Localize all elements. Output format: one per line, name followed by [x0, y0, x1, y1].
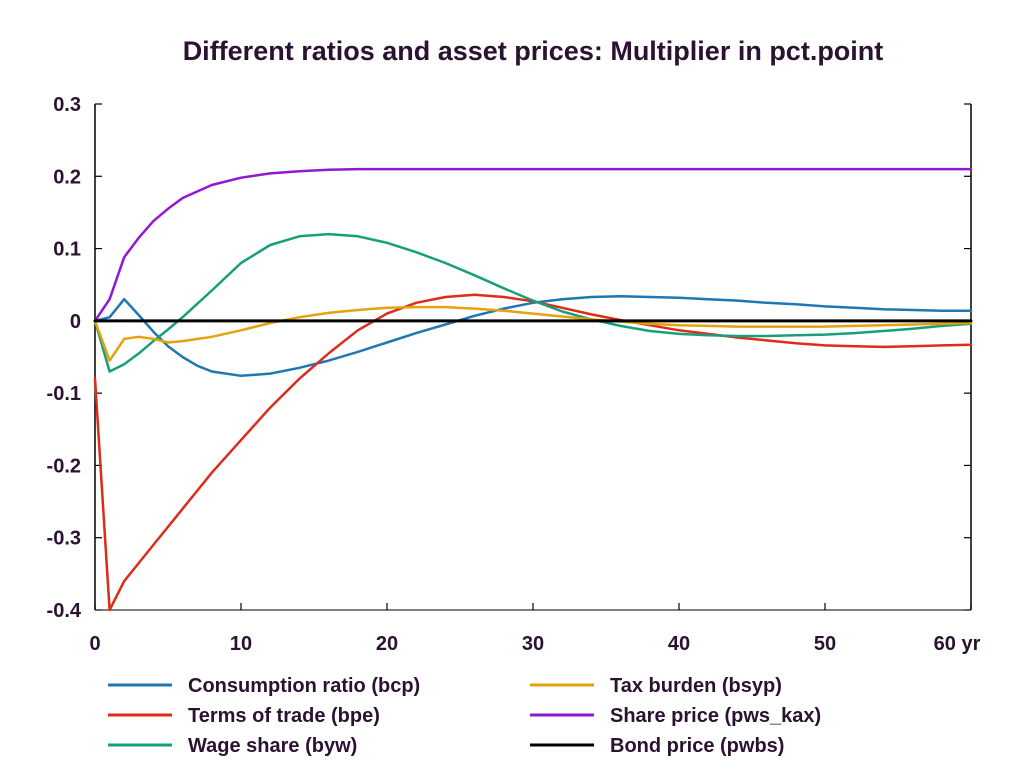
legend-label: Share price (pws_kax) — [610, 705, 821, 727]
y-tick-label: -0.3 — [47, 528, 81, 550]
chart-title: Different ratios and asset prices: Multi… — [183, 36, 884, 66]
legend: Consumption ratio (bcp) Terms of trade (b… — [108, 675, 821, 757]
legend-label: Consumption ratio (bcp) — [188, 675, 420, 697]
x-tick-label: 10 — [230, 633, 252, 655]
x-tick-label: 0 — [89, 633, 100, 655]
y-tick-label: -0.2 — [47, 455, 81, 477]
plot-frame — [94, 104, 972, 611]
x-axis: 0 10 20 30 40 50 60 yr — [89, 603, 981, 655]
legend-label: Wage share (byw) — [188, 735, 357, 757]
x-tick-label: 20 — [376, 633, 398, 655]
series-line — [93, 167, 973, 323]
series-line — [93, 232, 973, 373]
series-line — [93, 293, 973, 612]
x-tick-label: 30 — [522, 633, 544, 655]
series-line — [93, 295, 973, 378]
y-axis: 0.3 0.2 0.1 0 -0.1 -0.2 -0.3 -0.4 — [47, 94, 971, 622]
legend-label: Terms of trade (bpe) — [188, 705, 380, 727]
series-lines — [93, 167, 973, 612]
legend-label: Bond price (pwbs) — [610, 735, 784, 757]
y-tick-label: 0 — [70, 311, 81, 333]
series-line — [93, 305, 973, 362]
y-tick-label: 0.3 — [53, 94, 81, 116]
y-tick-label: 0.2 — [53, 166, 81, 188]
legend-label: Tax burden (bsyp) — [610, 675, 782, 697]
x-tick-label: 40 — [668, 633, 690, 655]
y-tick-label: -0.1 — [47, 383, 81, 405]
x-tick-label: 50 — [814, 633, 836, 655]
y-tick-label: 0.1 — [53, 239, 81, 261]
y-tick-label: -0.4 — [47, 600, 82, 622]
x-tick-label: 60 yr — [934, 633, 981, 655]
